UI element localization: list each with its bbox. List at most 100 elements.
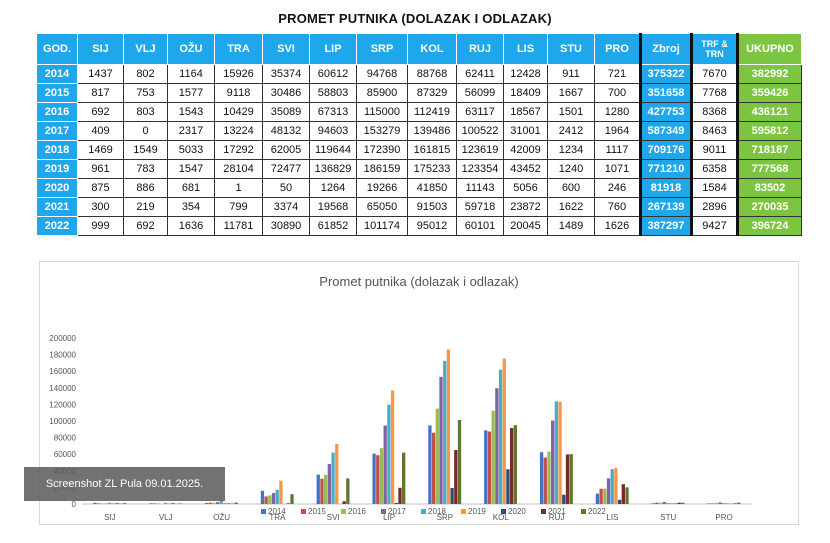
table-cell: 681 [167, 178, 215, 198]
x-tick-label: RUJ [549, 513, 565, 522]
table-cell: 718187 [736, 140, 802, 160]
table-cell: 886 [123, 178, 168, 198]
bar [379, 448, 384, 504]
x-tick-label: PRO [715, 513, 732, 522]
table-cell: 87329 [407, 83, 457, 103]
table-cell: 1626 [594, 216, 641, 236]
table-cell: 28104 [214, 159, 263, 179]
legend-swatch [301, 509, 306, 514]
table-cell: 1437 [77, 64, 124, 84]
table-cell: 101174 [356, 216, 408, 236]
table-cell: 382992 [736, 64, 802, 84]
table-cell: 753 [123, 83, 168, 103]
legend-label: 2022 [588, 507, 606, 516]
legend-swatch [261, 509, 266, 514]
bar [376, 455, 380, 504]
bar [487, 431, 492, 504]
legend-swatch [541, 509, 546, 514]
table-cell: 1240 [547, 159, 595, 179]
table-cell: 875 [77, 178, 124, 198]
table-cell: 10429 [214, 102, 263, 122]
table-cell: 186159 [356, 159, 408, 179]
table-cell: 777568 [736, 159, 802, 179]
y-tick-label: 100000 [49, 417, 76, 426]
table-cell: 359426 [736, 83, 802, 103]
bar [324, 474, 328, 504]
table-cell: 50 [262, 178, 310, 198]
table-cell: 1164 [167, 64, 215, 84]
table-cell: 1501 [547, 102, 595, 122]
table-cell: 48132 [262, 121, 310, 141]
bar [219, 499, 224, 504]
legend-swatch [421, 509, 426, 514]
table-cell: 81918 [639, 178, 692, 198]
table-cell: 300 [77, 197, 124, 217]
table-cell: 1584 [690, 178, 738, 198]
bar [513, 425, 517, 504]
table-cell: 692 [77, 102, 124, 122]
bar [204, 503, 209, 504]
bar [621, 484, 625, 504]
table-cell: 270035 [736, 197, 802, 217]
table-cell: 436121 [736, 102, 802, 122]
column-header: TRA [214, 33, 263, 65]
year-cell: 2014 [36, 64, 78, 84]
x-tick-label: SRP [437, 513, 453, 522]
table-cell: 30486 [262, 83, 310, 103]
bar [216, 502, 220, 504]
table-cell: 7768 [690, 83, 738, 103]
bar [208, 502, 212, 504]
table-cell: 100522 [456, 121, 504, 141]
table-cell: 799 [214, 197, 263, 217]
table-cell: 59718 [456, 197, 504, 217]
bar [96, 503, 101, 504]
x-tick-label: LIP [383, 513, 395, 522]
x-tick-label: SVI [327, 513, 340, 522]
bar [271, 493, 276, 504]
bar [320, 478, 324, 504]
bar [599, 488, 603, 504]
x-tick-label: OŽU [213, 513, 230, 522]
bar [93, 502, 97, 504]
table-cell: 700 [594, 83, 641, 103]
table-cell: 18567 [503, 102, 548, 122]
table-cell: 17292 [214, 140, 263, 160]
legend-swatch [581, 509, 586, 514]
table-cell: 3374 [262, 197, 310, 217]
table-cell: 153279 [356, 121, 408, 141]
bar [655, 502, 659, 504]
bar [446, 349, 451, 504]
legend-label: 2020 [508, 507, 526, 516]
bar [279, 480, 283, 504]
table-title: PROMET PUTNIKA (DOLAZAK I ODLAZAK) [278, 11, 552, 26]
table-cell: 771210 [639, 159, 692, 179]
x-tick-label: KOL [493, 513, 510, 522]
table-cell: 43452 [503, 159, 548, 179]
table-cell: 15926 [214, 64, 263, 84]
bar [681, 502, 685, 504]
bar [662, 501, 666, 504]
bar [551, 420, 555, 504]
table-cell: 7670 [690, 64, 738, 84]
year-cell: 2019 [36, 159, 78, 179]
bar [651, 503, 655, 504]
bar [443, 360, 447, 504]
table-row: 2022 999 692 1636 11781 30890 61852 101174 95012… [36, 216, 802, 236]
bar [677, 502, 681, 504]
column-header: OŽU [167, 33, 215, 65]
table-cell: 600 [547, 178, 595, 198]
screenshot-watermark: Screenshot ZL Pula 09.01.2025. [24, 467, 225, 501]
table-body: 2014 1437 802 1164 15926 35374 60612 94768 88768… [36, 64, 802, 236]
y-tick-label: 180000 [49, 351, 76, 360]
table-cell: 409 [77, 121, 124, 141]
table-cell: 94768 [356, 64, 408, 84]
bar [707, 503, 711, 504]
bar [327, 464, 331, 504]
bar [718, 502, 722, 504]
table-cell: 2317 [167, 121, 215, 141]
bar [171, 503, 175, 504]
table-cell: 60612 [309, 64, 357, 84]
bar [431, 432, 436, 504]
bar [539, 452, 544, 504]
table-cell: 219 [123, 197, 168, 217]
